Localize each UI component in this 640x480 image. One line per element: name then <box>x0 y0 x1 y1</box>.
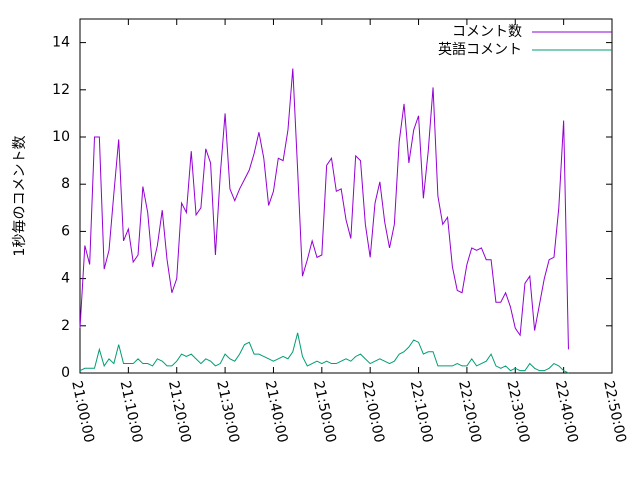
x-tick-label: 21:00:00 <box>68 379 97 444</box>
y-tick-label: 12 <box>52 82 70 98</box>
x-tick-label: 22:30:00 <box>503 379 532 444</box>
x-tick-label: 22:00:00 <box>358 379 387 444</box>
x-tick-label: 22:10:00 <box>407 379 436 444</box>
y-tick-label: 14 <box>52 35 70 51</box>
plot-border <box>79 18 613 374</box>
series-line <box>79 332 569 374</box>
legend-label: 英語コメント <box>438 41 522 58</box>
x-tick-label: 21:20:00 <box>165 379 194 444</box>
y-tick-label: 0 <box>61 365 70 381</box>
x-tick-label: 21:50:00 <box>310 379 339 444</box>
y-tick-label: 2 <box>61 318 70 334</box>
y-tick-label: 6 <box>61 223 70 239</box>
y-tick-label: 4 <box>61 271 70 287</box>
x-tick-label: 21:10:00 <box>117 379 146 444</box>
y-axis-label: 1秒毎のコメント数 <box>12 136 28 257</box>
y-tick-label: 10 <box>52 129 70 145</box>
y-tick-label: 8 <box>61 176 70 192</box>
x-tick-label: 22:40:00 <box>552 379 581 444</box>
x-tick-label: 22:50:00 <box>600 379 629 444</box>
x-tick-label: 21:40:00 <box>262 379 291 444</box>
x-tick-label: 21:30:00 <box>213 379 242 444</box>
legend-label: コメント数 <box>452 24 522 40</box>
x-tick-label: 22:20:00 <box>455 379 484 444</box>
series-line <box>79 68 569 350</box>
